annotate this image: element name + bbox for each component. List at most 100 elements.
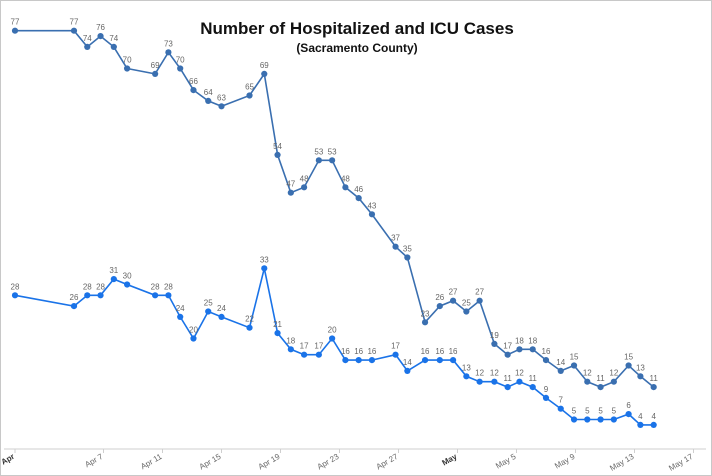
series-2-point: [97, 292, 104, 299]
series-1-data-label: 23: [421, 309, 430, 318]
series-1-point: [476, 297, 483, 304]
series-1-data-label: 64: [204, 88, 213, 97]
series-1-point: [449, 297, 457, 304]
series-1-data-label: 25: [462, 299, 471, 308]
series-1-point: [301, 184, 308, 191]
series-1-data-label: 53: [328, 147, 337, 156]
series-1-data-label: 73: [164, 39, 173, 48]
series-2-data-label: 20: [189, 326, 198, 335]
series-2-data-label: 20: [328, 326, 337, 335]
series-1-point: [570, 362, 578, 369]
series-2-point: [610, 416, 617, 423]
series-2-data-label: 16: [435, 347, 444, 356]
series-2-point: [190, 335, 197, 342]
series-1-point: [342, 184, 349, 191]
series-1-point: [504, 351, 511, 358]
series-2-data-label: 5: [585, 407, 590, 416]
series-2-data-label: 24: [217, 304, 226, 313]
series-1-data-label: 63: [217, 93, 226, 102]
series-1-point: [84, 43, 91, 51]
series-2-point: [529, 384, 536, 391]
series-1-point: [529, 346, 536, 353]
series-1-data-label: 17: [503, 342, 512, 351]
series-2-data-label: 4: [638, 412, 643, 421]
series-1-data-label: 65: [245, 83, 254, 92]
series-1-point: [584, 378, 591, 385]
series-2-data-label: 14: [403, 358, 412, 367]
series-1-data-label: 69: [151, 61, 160, 70]
series-1-point: [97, 33, 104, 40]
series-1-data-label: 53: [314, 147, 323, 156]
series-1-data-label: 37: [391, 234, 400, 243]
series-1-point: [610, 378, 617, 385]
series-2-data-label: 28: [151, 282, 160, 291]
series-1-data-label: 46: [354, 185, 363, 194]
chart-subtitle: (Sacramento County): [296, 41, 418, 55]
series-2-point: [110, 276, 117, 283]
series-1-point: [355, 195, 362, 202]
series-2-data-label: 6: [626, 401, 631, 410]
series-2-point: [177, 313, 184, 320]
series-2-point: [436, 357, 443, 364]
series-2-data-label: 17: [314, 342, 323, 351]
series-2-data-label: 16: [354, 347, 363, 356]
series-1-data-label: 66: [189, 77, 198, 86]
series-1-data-label: 74: [83, 34, 92, 43]
series-2-point: [516, 378, 523, 385]
series-2-data-label: 28: [11, 282, 20, 291]
series-1-data-label: 19: [490, 331, 499, 340]
series-2-point: [557, 405, 564, 412]
series-1-point: [637, 373, 644, 380]
series-2-data-label: 18: [286, 336, 295, 345]
series-2-point: [274, 330, 281, 337]
series-1-data-label: 27: [475, 288, 484, 297]
series-1-point: [261, 70, 268, 77]
series-1-data-label: 12: [583, 369, 592, 378]
series-2-point: [84, 292, 91, 299]
series-2-point: [463, 373, 470, 380]
series-2-point: [205, 308, 212, 315]
series-1-point: [165, 49, 172, 56]
series-2-point: [355, 357, 362, 364]
series-1-point: [542, 357, 550, 364]
series-1-point: [110, 43, 117, 51]
series-1-data-label: 15: [570, 353, 579, 362]
series-1-point: [152, 70, 159, 77]
series-2-data-label: 24: [176, 304, 185, 313]
series-2-data-label: 28: [164, 282, 173, 291]
series-1-data-label: 12: [609, 369, 618, 378]
series-2-point: [421, 357, 429, 364]
series-2-data-label: 25: [204, 299, 213, 308]
series-2-point: [165, 292, 172, 299]
series-1-point: [329, 157, 336, 164]
series-2-data-label: 16: [421, 347, 430, 356]
series-2-data-label: 16: [367, 347, 376, 356]
series-1-data-label: 48: [341, 174, 350, 183]
series-1-data-label: 47: [286, 180, 295, 189]
series-1-data-label: 70: [123, 56, 132, 65]
series-1-point: [177, 65, 184, 72]
series-1-point: [516, 346, 523, 353]
x-tick-label: May 5: [494, 452, 518, 471]
series-2-point: [504, 384, 511, 391]
series-1-data-label: 11: [596, 374, 605, 383]
series-2-point: [218, 313, 225, 320]
series-2-point: [570, 416, 578, 423]
series-2-point: [70, 303, 78, 310]
series-2-point: [152, 292, 159, 299]
series-1-point: [404, 254, 411, 261]
series-1-data-label: 14: [556, 358, 565, 367]
series-2-data-label: 4: [651, 412, 656, 421]
series-2-data-label: 28: [96, 282, 105, 291]
series-2-point: [315, 351, 322, 358]
series-2-data-label: 17: [300, 342, 309, 351]
series-1-point: [463, 308, 470, 315]
series-1-point: [246, 92, 253, 99]
series-1-data-label: 13: [636, 363, 645, 372]
series-1-point: [124, 65, 131, 72]
series-1-data-label: 76: [96, 23, 105, 32]
series-2-point: [246, 324, 253, 331]
series-2-data-label: 17: [391, 342, 400, 351]
series-2-data-label: 22: [245, 315, 254, 324]
